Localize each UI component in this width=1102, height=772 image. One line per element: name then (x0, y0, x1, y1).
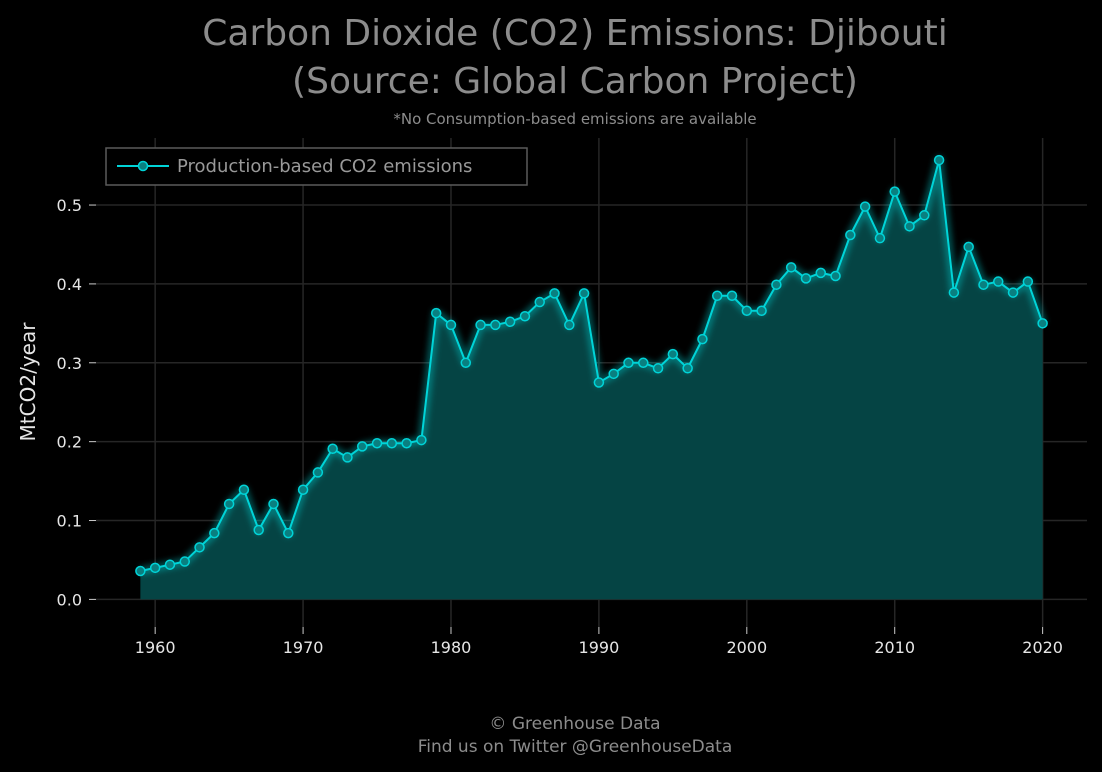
data-point-1965 (223, 498, 235, 510)
data-point-2010 (889, 186, 900, 197)
data-point-1986 (534, 296, 545, 308)
x-tick-label-2020: 2020 (1022, 638, 1063, 657)
data-point-2002 (771, 279, 782, 290)
y-tick-label-0.4: 0.4 (57, 275, 82, 294)
data-point-1993 (638, 357, 649, 369)
data-point-2006 (830, 270, 841, 282)
data-point-1964 (209, 527, 220, 539)
data-point-2016 (978, 279, 989, 290)
data-point-1984 (504, 316, 516, 328)
data-point-2018 (1007, 287, 1019, 298)
data-point-1995 (667, 348, 679, 360)
data-point-1992 (623, 357, 634, 369)
series-line-group (139, 155, 1047, 576)
y-axis-ticks: 0.0 0.1 0.2 0.3 0.4 0.5 (57, 196, 96, 609)
data-point-2009 (874, 232, 886, 244)
x-tick-label-1990: 1990 (579, 638, 620, 657)
footer-twitter: Find us on Twitter @GreenhouseData (418, 737, 733, 757)
series-line (140, 159, 1044, 572)
data-point-1987 (549, 288, 560, 299)
x-tick-label-2010: 2010 (874, 638, 915, 657)
data-point-1959 (135, 565, 146, 577)
data-point-2012 (919, 210, 930, 221)
y-tick-label-0.2: 0.2 (57, 433, 82, 452)
data-point-1973 (342, 452, 353, 463)
data-point-2013 (933, 154, 945, 166)
data-point-1976 (386, 437, 398, 449)
data-point-2011 (904, 221, 915, 232)
data-point-1999 (726, 290, 738, 301)
series-points (135, 154, 1048, 577)
x-tick-label-1960: 1960 (135, 638, 176, 657)
y-tick-label-0.5: 0.5 (57, 196, 82, 215)
data-point-1978 (416, 434, 427, 446)
data-point-1977 (401, 437, 412, 449)
data-point-1983 (490, 319, 501, 331)
legend-frame (105, 147, 528, 186)
data-point-2019 (1022, 276, 1034, 287)
y-tick-label-0.3: 0.3 (57, 354, 82, 373)
data-point-1980 (445, 319, 457, 331)
series-area-fill (140, 160, 1043, 600)
data-point-2017 (993, 276, 1004, 287)
y-tick-label-0.1: 0.1 (57, 512, 82, 531)
data-point-2001 (756, 305, 767, 316)
chart-title-line2: (Source: Global Carbon Project) (292, 61, 858, 102)
series-area (140, 160, 1043, 600)
x-axis-ticks: 1960 1970 1980 1990 2000 2010 2020 (135, 627, 1063, 657)
data-point-1971 (312, 467, 324, 478)
data-point-1974 (356, 441, 368, 452)
data-point-1982 (475, 319, 486, 331)
data-point-1969 (283, 527, 294, 539)
x-tick-label-1970: 1970 (283, 638, 324, 657)
data-point-1962 (179, 556, 190, 567)
data-point-1967 (253, 524, 264, 536)
data-point-1994 (652, 363, 664, 374)
data-point-1988 (564, 319, 575, 331)
data-point-1997 (697, 333, 708, 345)
data-point-1961 (164, 559, 176, 570)
data-point-1989 (578, 288, 590, 299)
data-point-2003 (785, 262, 797, 273)
legend-label: Production-based CO2 emissions (177, 156, 472, 177)
data-point-1963 (194, 542, 205, 553)
data-point-1972 (327, 443, 338, 455)
legend: Production-based CO2 emissions (105, 147, 528, 186)
data-point-1975 (371, 437, 383, 449)
data-point-1970 (297, 484, 309, 496)
x-tick-label-1980: 1980 (431, 638, 472, 657)
data-point-1968 (268, 498, 279, 510)
data-point-1998 (711, 290, 723, 301)
chart-title-line1: Carbon Dioxide (CO2) Emissions: Djibouti (202, 13, 947, 54)
data-point-1979 (430, 307, 442, 319)
data-point-1960 (149, 562, 161, 574)
data-point-2020 (1037, 318, 1048, 329)
data-point-2005 (815, 267, 827, 279)
data-point-2008 (859, 201, 871, 212)
legend-marker-swatch (137, 160, 149, 172)
data-point-2000 (741, 305, 753, 316)
footer-copyright: © Greenhouse Data (489, 714, 660, 734)
y-tick-label-0.0: 0.0 (57, 590, 82, 609)
data-point-2015 (963, 241, 974, 253)
data-point-1991 (608, 368, 619, 380)
data-point-2007 (845, 229, 856, 241)
data-point-1985 (519, 310, 531, 322)
data-point-1966 (238, 484, 250, 496)
data-point-1990 (593, 377, 605, 388)
data-point-1996 (682, 363, 693, 374)
x-tick-label-2000: 2000 (726, 638, 767, 657)
data-point-2014 (948, 287, 960, 298)
data-point-1981 (460, 357, 472, 369)
y-axis-label: MtCO2/year (16, 322, 40, 442)
data-point-2004 (800, 273, 812, 284)
chart-subtitle: *No Consumption-based emissions are avai… (393, 110, 756, 128)
